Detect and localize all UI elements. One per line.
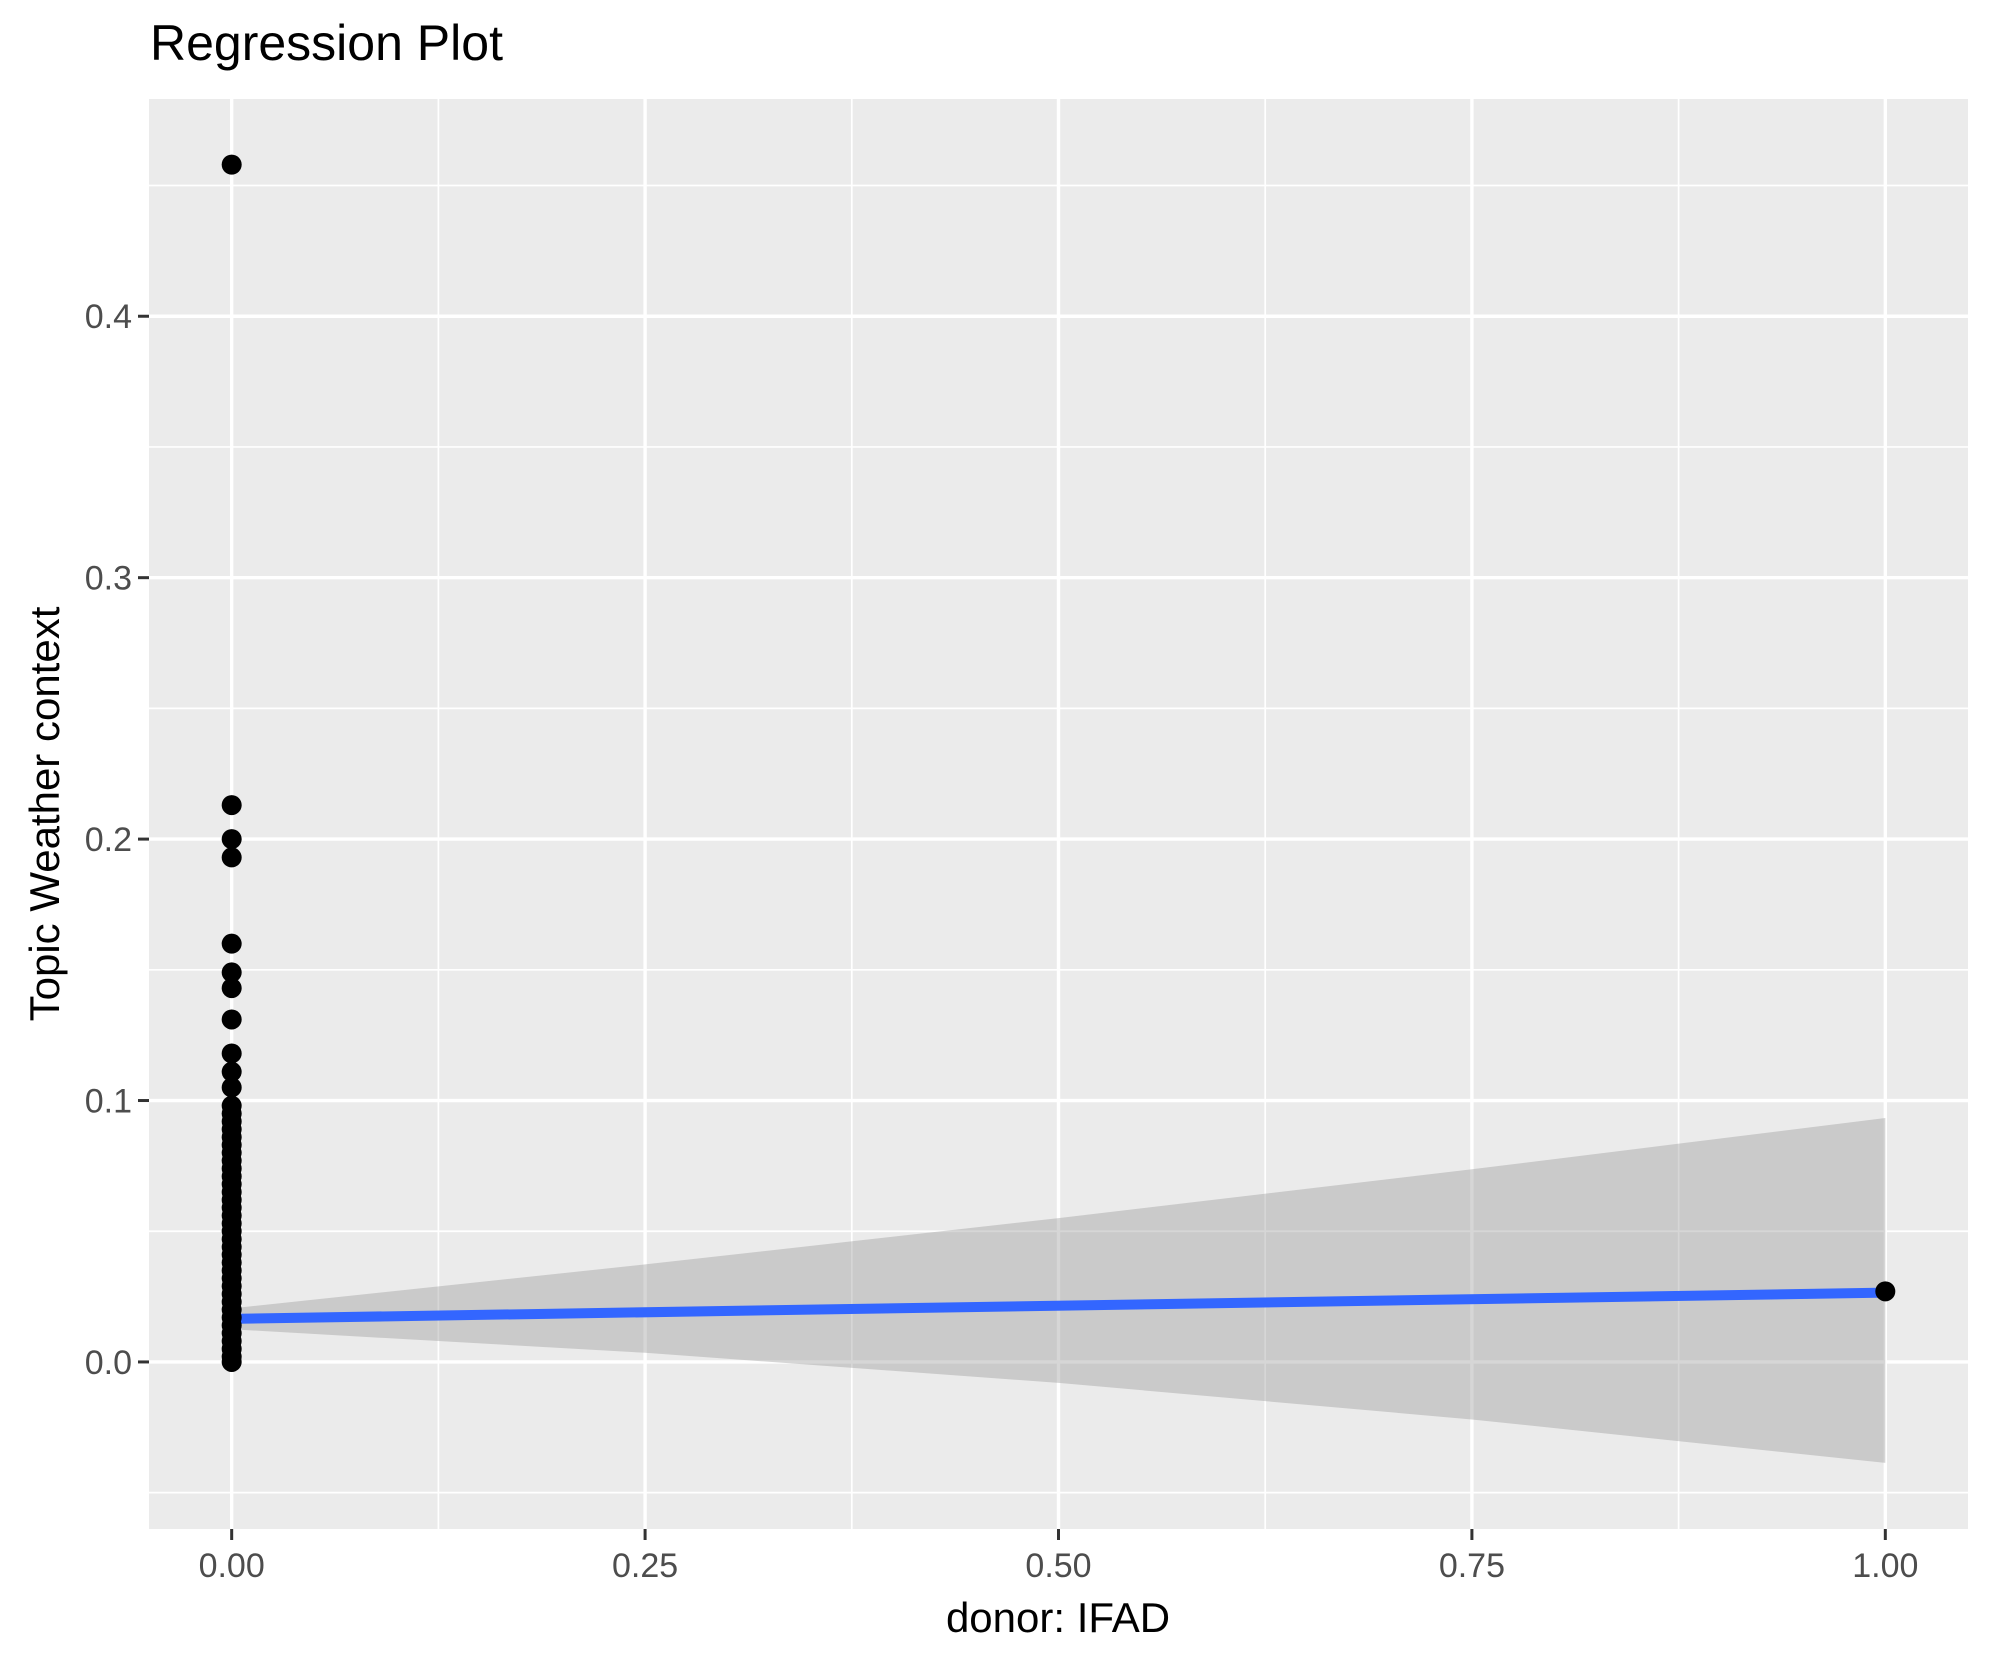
x-tick-label: 0.50 — [1025, 1547, 1091, 1585]
x-tick-label: 0.00 — [199, 1547, 265, 1585]
y-tick-label: 0.2 — [85, 821, 132, 859]
data-point — [221, 933, 242, 954]
x-tick-label: 0.25 — [612, 1547, 678, 1585]
x-tick-label: 0.75 — [1439, 1547, 1505, 1585]
confidence-band — [231, 1118, 1886, 1463]
data-point — [221, 1009, 242, 1030]
regression-line — [231, 1287, 1886, 1324]
data-point — [221, 962, 242, 983]
data-point — [221, 847, 242, 868]
data-point — [221, 1077, 242, 1098]
x-tick-label: 1.00 — [1852, 1547, 1918, 1585]
data-point — [221, 978, 242, 999]
y-tick-label: 0.3 — [85, 560, 132, 598]
x-axis-title: donor: IFAD — [945, 1594, 1171, 1641]
data-point — [1875, 1281, 1896, 1302]
y-tick-label: 0.4 — [85, 298, 132, 336]
plot-title: Regression Plot — [150, 15, 503, 71]
data-point — [221, 1061, 242, 1082]
data-point — [221, 829, 242, 850]
y-tick-label: 0.0 — [85, 1344, 132, 1382]
data-point — [221, 795, 242, 816]
data-point — [221, 1351, 242, 1372]
y-tick-label: 0.1 — [85, 1083, 132, 1121]
data-point — [221, 1043, 242, 1064]
y-axis-title: Topic Weather context — [21, 606, 68, 1022]
data-point — [221, 154, 242, 175]
